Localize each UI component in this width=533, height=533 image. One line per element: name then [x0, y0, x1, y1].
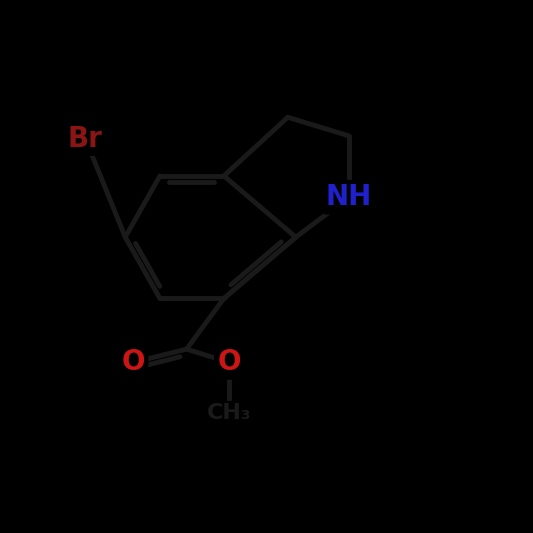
Text: O: O — [122, 349, 145, 376]
Text: O: O — [217, 349, 241, 376]
Text: Br: Br — [68, 125, 103, 152]
Text: NH: NH — [326, 183, 372, 211]
Text: CH₃: CH₃ — [207, 403, 252, 423]
